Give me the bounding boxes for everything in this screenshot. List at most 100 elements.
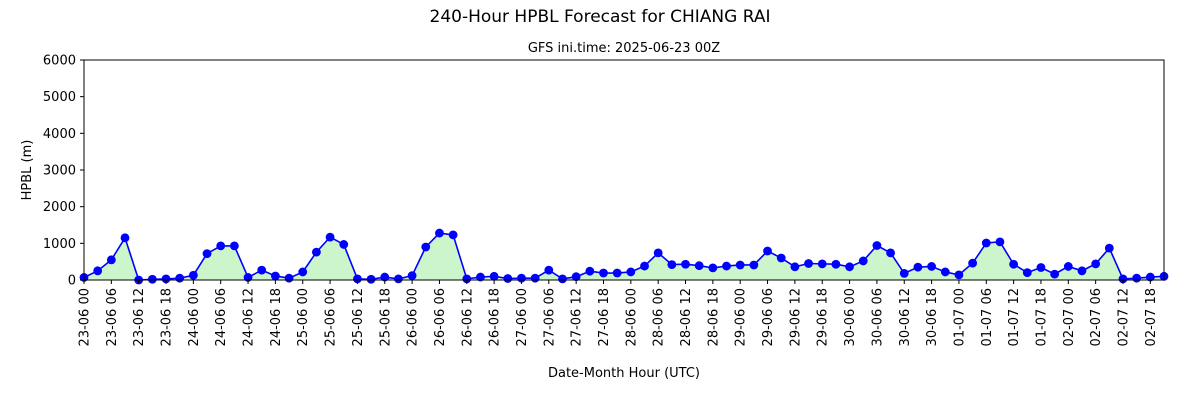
data-point	[489, 271, 499, 281]
x-tick-label: 29-06 06	[761, 288, 776, 346]
x-tick-label: 27-06 06	[542, 288, 557, 346]
x-tick-label: 02-07 18	[1144, 288, 1159, 346]
x-tick-label: 23-06 12	[132, 288, 147, 346]
data-point	[708, 263, 718, 273]
data-point	[1118, 274, 1128, 284]
data-point	[120, 233, 130, 243]
data-point	[1077, 266, 1087, 276]
data-point	[735, 260, 745, 270]
data-point	[612, 268, 622, 278]
x-tick-label: 28-06 18	[706, 288, 721, 346]
x-tick-label: 24-06 12	[242, 288, 257, 346]
data-point	[1036, 263, 1046, 272]
data-point	[694, 261, 704, 271]
data-point	[448, 230, 458, 240]
x-tick-label: 25-06 12	[351, 288, 366, 346]
data-point	[776, 253, 786, 263]
data-point	[202, 249, 212, 258]
data-point	[940, 267, 950, 277]
x-tick-label: 24-06 00	[187, 288, 202, 346]
y-tick-label: 2000	[43, 200, 76, 215]
data-point	[558, 274, 567, 284]
x-tick-label: 25-06 00	[296, 288, 311, 346]
x-tick-label: 26-06 12	[460, 288, 475, 346]
data-point	[831, 259, 841, 269]
y-axis-label: HPBL (m)	[20, 140, 35, 201]
data-point	[394, 274, 403, 284]
x-tick-label: 28-06 12	[679, 288, 694, 346]
data-point	[476, 272, 485, 282]
data-point	[284, 273, 294, 283]
data-point	[858, 256, 868, 266]
data-point	[981, 238, 991, 248]
data-point	[872, 241, 882, 250]
x-tick-label: 01-07 18	[1034, 288, 1049, 346]
data-point	[1104, 243, 1114, 253]
data-point	[353, 274, 362, 284]
data-point	[339, 240, 349, 249]
x-tick-label: 26-06 00	[406, 288, 421, 346]
data-point	[257, 265, 267, 275]
data-point	[804, 259, 813, 268]
x-tick-label: 02-07 12	[1116, 288, 1131, 346]
x-tick-label: 30-06 06	[870, 288, 885, 346]
y-tick-label: 5000	[43, 90, 76, 105]
x-tick-label: 25-06 06	[324, 288, 339, 346]
area-fill	[84, 233, 1164, 280]
data-point	[147, 274, 157, 284]
x-tick-label: 29-06 18	[816, 288, 831, 346]
data-point	[544, 265, 554, 275]
data-point	[968, 258, 978, 268]
data-point	[886, 248, 895, 258]
data-point	[421, 242, 431, 252]
x-tick-label: 29-06 00	[734, 288, 749, 346]
data-point	[653, 248, 663, 258]
data-point	[216, 241, 226, 251]
data-point	[1022, 268, 1032, 278]
x-tick-label: 30-06 00	[843, 288, 858, 346]
data-point	[298, 267, 308, 277]
x-tick-label: 01-07 00	[952, 288, 967, 346]
data-point	[462, 274, 472, 284]
data-point	[380, 272, 390, 282]
x-tick-label: 01-07 12	[1007, 288, 1022, 346]
x-tick-label: 23-06 06	[105, 288, 120, 346]
data-point	[954, 270, 964, 280]
x-axis-label: Date-Month Hour (UTC)	[548, 366, 700, 381]
data-point	[106, 255, 116, 265]
data-point	[312, 247, 321, 257]
x-tick-label: 02-07 06	[1089, 288, 1104, 346]
x-tick-label: 23-06 00	[78, 288, 93, 346]
data-point	[1009, 259, 1019, 269]
x-tick-label: 27-06 00	[515, 288, 530, 346]
x-tick-label: 23-06 18	[160, 288, 175, 346]
data-point	[681, 259, 690, 269]
x-tick-label: 01-07 06	[980, 288, 995, 346]
data-point	[995, 237, 1005, 247]
data-point	[1145, 272, 1155, 282]
data-point	[1132, 273, 1142, 283]
data-point	[1091, 259, 1101, 269]
data-point	[530, 273, 540, 283]
chart-title: 240-Hour HPBL Forecast for CHIANG RAI	[430, 7, 771, 27]
data-point	[325, 232, 335, 242]
x-tick-label: 02-07 00	[1062, 288, 1077, 346]
x-tick-label: 26-06 18	[488, 288, 503, 346]
y-tick-label: 3000	[43, 164, 76, 179]
x-tick-label: 27-06 18	[597, 288, 612, 346]
x-tick-label: 26-06 06	[433, 288, 448, 346]
data-point	[93, 266, 103, 276]
data-point	[366, 274, 376, 284]
chart-subtitle: GFS ini.time: 2025-06-23 00Z	[528, 41, 720, 56]
plot-area: 0 1000 2000 3000 4000 5000 6000 23-06 00 23-06 0…	[43, 54, 1169, 346]
data-point	[270, 271, 280, 281]
data-point	[790, 262, 800, 272]
x-tick-label: 30-06 18	[925, 288, 940, 346]
data-point	[229, 241, 239, 251]
x-tick-label: 29-06 12	[788, 288, 803, 346]
x-tick-label: 28-06 06	[652, 288, 667, 346]
data-point	[817, 259, 827, 269]
data-point	[435, 228, 444, 238]
